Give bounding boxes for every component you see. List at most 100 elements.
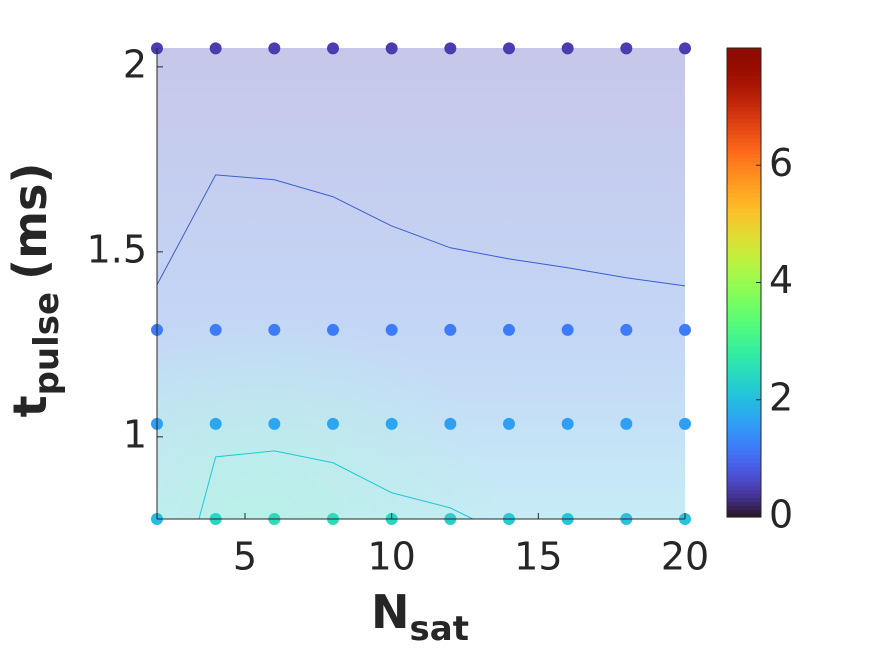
colorbar-cell [727,196,761,202]
colorbar-cell [727,266,761,272]
colorbar-cell [727,184,761,190]
colorbar-cell [727,176,761,182]
x-label-main: N [371,585,410,639]
colorbar-cell [727,227,761,233]
data-point [561,323,574,336]
x-label: Nsat [371,585,469,649]
colorbar-cell [727,345,761,350]
colorbar-cell [727,192,761,198]
data-point [268,42,281,55]
colorbar-cell [727,51,761,57]
colorbar-cell [727,55,761,61]
field-overlay [157,48,685,519]
colorbar-cell [727,161,761,166]
data-point [268,417,281,430]
colorbar-cell [727,325,761,330]
colorbar-cell [727,145,761,151]
colorbar-cell [727,75,761,80]
colorbar-cell [727,137,761,143]
contour-line [198,450,474,520]
data-point [444,417,457,430]
colorbar-cell [727,415,761,420]
colorbar-cell [727,278,761,284]
colorbar-cell [727,133,761,139]
colorbar-cell [727,118,761,123]
colorbar-tick-label: 2 [769,375,793,419]
colorbar-cell [727,212,761,217]
colorbar-cell [727,94,761,100]
colorbar-cell [727,348,761,354]
colorbar-cell [727,173,761,178]
colorbar-cell [727,83,761,88]
data-point [561,417,574,430]
colorbar-cell [727,376,761,381]
colorbar-cell [727,360,761,366]
colorbar-cell [727,364,761,370]
colorbar-cell [727,305,761,311]
colorbar-cell [727,384,761,389]
data-point [503,42,515,55]
x-label-sub: sat [410,609,469,649]
colorbar-cell [727,380,761,385]
colorbar-cell [727,470,761,475]
colorbar-cell [727,302,761,307]
data-point [620,323,633,336]
colorbar-cell [727,251,761,256]
colorbar-cell [727,153,761,159]
colorbar-cell [727,48,761,53]
colorbar-cell [727,481,761,487]
colorbar-cell [727,423,761,428]
data-point [209,42,222,55]
data-point [503,323,515,336]
data-point [620,417,633,430]
colorbar-cell [727,462,761,467]
data-point [327,417,339,430]
x-tick-label: 10 [367,535,415,579]
colorbar-tick-label: 4 [769,258,793,302]
data-point [679,417,691,430]
y-tick-label: 1.5 [87,227,147,271]
y-label-sub: pulse [27,292,67,396]
colorbar-cell [727,485,761,491]
colorbar-cell [727,501,761,506]
data-point [268,323,281,336]
colorbar-cell [727,333,761,338]
y-tick-label: 1 [123,412,147,456]
data-point [385,417,398,430]
colorbar-cell [727,438,761,444]
colorbar-cell [727,450,761,456]
data-point [561,42,574,55]
colorbar-cell [727,427,761,432]
colorbar-cell [727,200,761,205]
colorbar-cell [727,79,761,84]
colorbar-cell [727,106,761,112]
colorbar-cell [727,388,761,393]
colorbar-cell [727,411,761,416]
colorbar-cell [727,309,761,315]
colorbar-cell [727,317,761,323]
colorbar-cell [727,298,761,303]
data-point [385,42,398,55]
data-point [209,417,222,430]
data-point [327,323,339,336]
colorbar-cell [727,356,761,362]
x-tick-label: 20 [661,535,709,579]
colorbar-cell [727,513,761,518]
colorbar-cell [727,442,761,448]
colorbar-tick-label: 0 [769,493,793,537]
colorbar-tick-label: 6 [769,141,793,185]
data-point [327,42,339,55]
colorbar-cell [727,87,761,92]
y-tick-label: 2 [123,42,147,86]
colorbar-cell [727,399,761,405]
colorbar-cell [727,454,761,459]
colorbar-cell [727,141,761,147]
contour-line [156,174,686,287]
colorbar-cell [727,71,761,76]
x-tick-label: 5 [233,535,257,579]
colorbar-cell [727,259,761,264]
colorbar-cell [727,431,761,436]
colorbar-cell [727,235,761,241]
colorbar-cell [727,407,761,413]
colorbar-cell [727,321,761,327]
